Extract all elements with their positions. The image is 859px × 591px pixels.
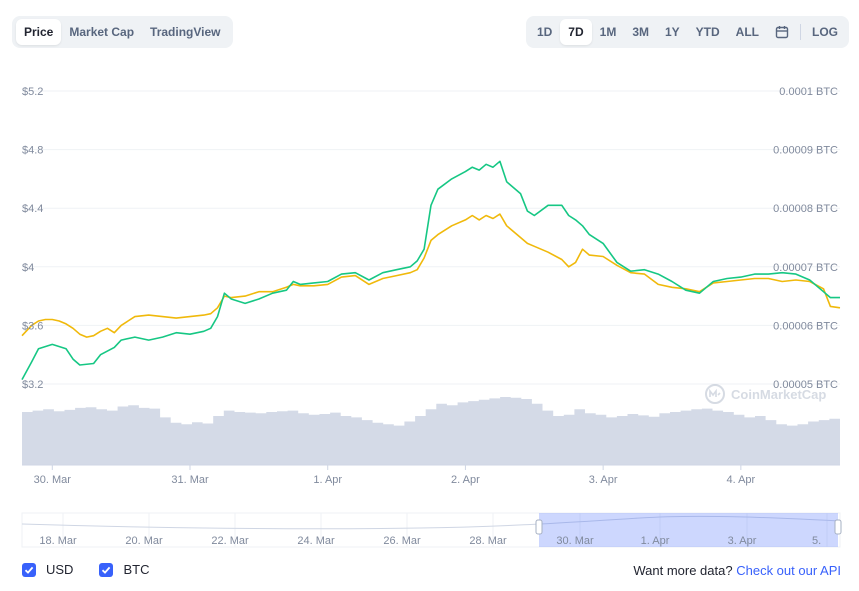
tab-price[interactable]: Price (16, 19, 62, 45)
navigator-line (21, 515, 841, 530)
coinmarketcap-watermark: CoinMarketCap (705, 384, 826, 404)
y-right-tick-label: 0.0001 BTC (779, 86, 838, 98)
y-right-tick-label: 0.00005 BTC (773, 379, 838, 391)
navigator-tick-label: 3. Apr (728, 535, 757, 547)
x-tick-label: 1. Apr (313, 474, 342, 486)
checkmark-icon (102, 566, 111, 574)
coinmarketcap-logo-mark (709, 388, 721, 397)
navigator-tick-label: 24. Mar (297, 535, 335, 547)
y-axis-left-labels: $3.2 $3.6 $4 $4.4 $4.8 $5.2 (22, 86, 43, 391)
y-right-tick-label: 0.00007 BTC (773, 262, 838, 274)
y-left-tick-label: $4 (22, 262, 34, 274)
navigator-tick-label: 20. Mar (125, 535, 163, 547)
y-axis-right-labels: 0.00005 BTC 0.00006 BTC 0.00007 BTC 0.00008… (773, 86, 838, 391)
x-tick-label: 3. Apr (589, 474, 618, 486)
y-left-tick-label: $3.2 (22, 379, 43, 391)
navigator-tick-label: 22. Mar (211, 535, 249, 547)
tab-tradingview[interactable]: TradingView (150, 25, 221, 39)
range-all[interactable]: ALL (735, 25, 759, 39)
navigator-tick-label: 30. Mar (556, 535, 594, 547)
y-right-tick-label: 0.00008 BTC (773, 203, 838, 215)
btc-checkbox[interactable] (99, 562, 114, 577)
navigator-tick-label: 1. Apr (641, 535, 670, 547)
tab-market-cap[interactable]: Market Cap (69, 25, 135, 39)
range-ytd[interactable]: YTD (695, 25, 720, 39)
navigator-tick-label: 18. Mar (39, 535, 77, 547)
range-1y[interactable]: 1Y (664, 25, 680, 39)
x-tick-label: 30. Mar (34, 474, 72, 486)
range-1d[interactable]: 1D (536, 25, 553, 39)
usd-checkbox[interactable] (22, 562, 36, 577)
chart-type-tabs: Price Market Cap TradingView (12, 16, 233, 48)
navigator-tick-label: 26. Mar (383, 535, 421, 547)
navigator-tick-label: 28. Mar (469, 535, 507, 547)
btc-price-line (21, 213, 841, 338)
legend-usd-label: USD (46, 562, 74, 577)
calendar-icon[interactable] (767, 19, 797, 45)
navigator-track (21, 512, 841, 548)
api-link[interactable]: Check out our API (736, 563, 841, 578)
x-tick-label: 4. Apr (726, 474, 755, 486)
y-right-tick-label: 0.00006 BTC (773, 320, 838, 332)
checkmark-icon (24, 566, 34, 574)
y-left-tick-label: $4.4 (22, 203, 43, 215)
legend-btc-label: BTC (123, 562, 150, 577)
navigator-handle-right[interactable] (834, 519, 842, 535)
range-navigator: 18. Mar 20. Mar 22. Mar 24. Mar 26. Mar 28. M… (21, 512, 842, 548)
usd-price-line (21, 160, 840, 380)
navigator-handle-left[interactable] (535, 519, 543, 535)
chart-legend: USD BTC (22, 562, 175, 577)
api-promo: Want more data? Check out our API (633, 563, 841, 578)
log-scale-toggle[interactable]: LOG (812, 25, 838, 39)
y-left-tick-label: $4.8 (22, 145, 43, 157)
price-chart[interactable]: CoinMarketCap $3.2 $3.6 $4 $4.4 $4.8 $5.2 0.0… (0, 0, 859, 560)
y-left-tick-label: $5.2 (22, 86, 43, 98)
volume-bars (22, 397, 840, 465)
y-right-tick-label: 0.00009 BTC (773, 145, 838, 157)
range-3m[interactable]: 3M (632, 25, 649, 39)
navigator-selected-range (539, 513, 838, 547)
range-7d[interactable]: 7D (560, 19, 592, 45)
time-range-tabs: 1D 7D 1M 3M 1Y YTD ALL LOG (525, 16, 849, 48)
x-tick-label: 2. Apr (451, 474, 480, 486)
watermark-text: CoinMarketCap (731, 387, 826, 402)
legend-usd[interactable]: USD (22, 562, 73, 577)
volume-area (22, 397, 840, 465)
x-tick-label: 31. Mar (171, 474, 209, 486)
price-lines (21, 160, 841, 380)
legend-btc[interactable]: BTC (99, 562, 149, 577)
navigator-tick-label: 5. (812, 535, 821, 547)
chart-gridlines (22, 90, 840, 385)
y-left-tick-label: $3.6 (22, 320, 43, 332)
coinmarketcap-logo-icon (705, 384, 725, 404)
range-1m[interactable]: 1M (599, 25, 617, 39)
toolbar-divider (800, 24, 801, 40)
api-promo-text: Want more data? (633, 563, 733, 578)
